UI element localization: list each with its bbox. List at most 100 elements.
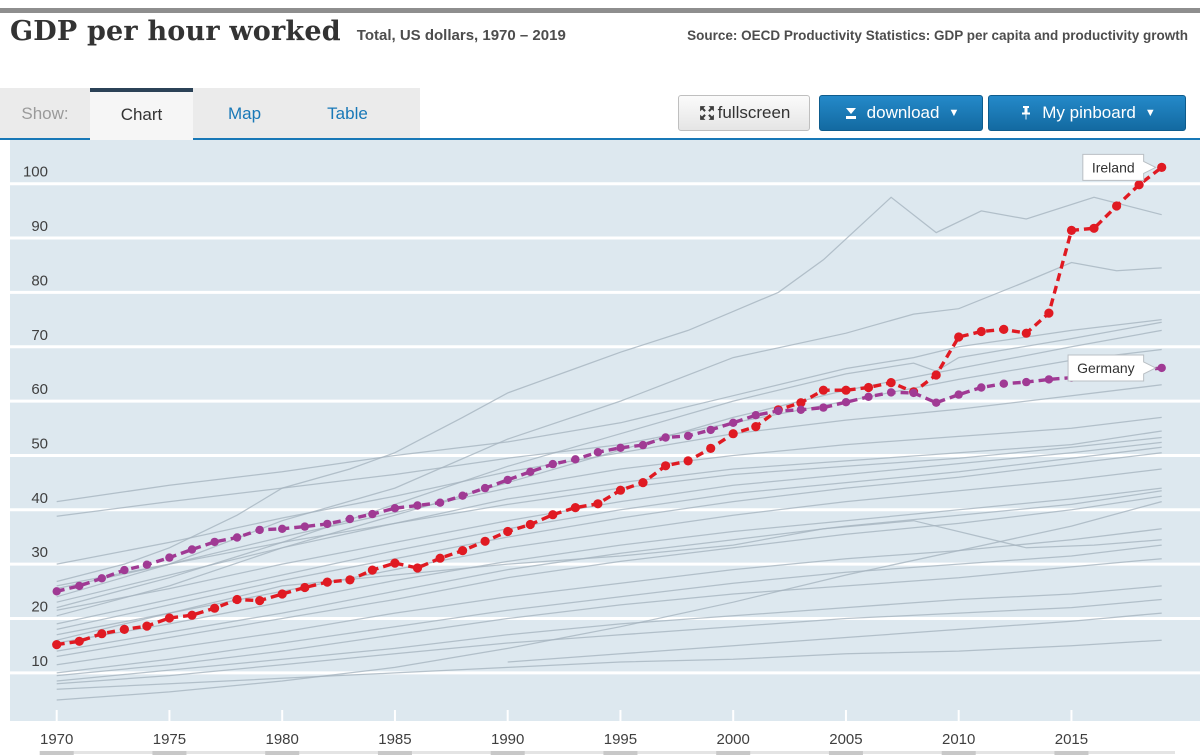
data-point-ireland-1975[interactable]: [164, 613, 174, 623]
fullscreen-button[interactable]: fullscreen: [678, 95, 810, 131]
data-point-ireland-1973[interactable]: [119, 624, 129, 634]
data-point-germany-1994[interactable]: [593, 448, 603, 457]
data-point-germany-2003[interactable]: [796, 405, 806, 414]
data-point-germany-1988[interactable]: [458, 491, 467, 500]
data-point-germany-1995[interactable]: [616, 443, 625, 452]
data-point-ireland-1971[interactable]: [74, 636, 84, 646]
data-point-germany-2019[interactable]: [1157, 363, 1166, 373]
tab-chart[interactable]: Chart: [90, 88, 193, 140]
data-point-germany-2014[interactable]: [1044, 375, 1054, 384]
data-point-ireland-1987[interactable]: [435, 553, 445, 563]
germany-label-callout[interactable]: Germany: [1067, 354, 1157, 382]
data-point-ireland-1992[interactable]: [548, 510, 558, 520]
data-point-ireland-2006[interactable]: [863, 382, 874, 393]
data-point-ireland-2012[interactable]: [999, 324, 1009, 334]
data-point-germany-1972[interactable]: [97, 574, 107, 583]
data-point-ireland-1986[interactable]: [412, 563, 423, 573]
data-point-ireland-2013[interactable]: [1021, 328, 1031, 338]
data-point-ireland-1995[interactable]: [615, 485, 626, 495]
data-point-germany-2006[interactable]: [864, 392, 873, 401]
data-point-ireland-1993[interactable]: [570, 503, 581, 513]
data-point-ireland-2018[interactable]: [1134, 180, 1144, 190]
data-point-ireland-2016[interactable]: [1089, 223, 1099, 233]
data-point-germany-1991[interactable]: [526, 467, 535, 476]
data-point-germany-2013[interactable]: [1022, 377, 1031, 387]
data-point-ireland-2003[interactable]: [796, 398, 806, 408]
data-point-ireland-1998[interactable]: [683, 456, 693, 466]
data-point-ireland-1970[interactable]: [52, 640, 62, 650]
data-point-germany-1974[interactable]: [142, 560, 152, 569]
series-ireland[interactable]: [52, 162, 1167, 650]
data-point-ireland-1988[interactable]: [458, 546, 468, 556]
data-point-ireland-1984[interactable]: [367, 565, 377, 575]
data-point-germany-1976[interactable]: [187, 545, 197, 554]
data-point-germany-2008[interactable]: [909, 388, 918, 398]
data-point-germany-1997[interactable]: [661, 433, 670, 442]
data-point-ireland-2005[interactable]: [841, 385, 851, 395]
data-point-germany-1973[interactable]: [120, 565, 129, 575]
data-point-ireland-1991[interactable]: [525, 519, 535, 530]
my-pinboard-button[interactable]: My pinboard ▼: [988, 95, 1186, 131]
data-point-germany-2010[interactable]: [954, 390, 963, 399]
data-point-ireland-1997[interactable]: [661, 461, 671, 471]
data-point-ireland-1994[interactable]: [593, 499, 603, 509]
data-point-germany-1987[interactable]: [435, 498, 445, 507]
data-point-ireland-2004[interactable]: [818, 385, 829, 395]
data-point-germany-2001[interactable]: [751, 411, 760, 420]
data-point-ireland-1978[interactable]: [232, 594, 242, 605]
data-point-germany-2004[interactable]: [819, 403, 828, 412]
data-point-germany-1993[interactable]: [571, 455, 580, 464]
tab-table[interactable]: Table: [327, 104, 368, 123]
data-point-ireland-1979[interactable]: [255, 596, 265, 606]
data-point-germany-1996[interactable]: [638, 440, 648, 450]
data-point-ireland-2010[interactable]: [954, 332, 964, 342]
data-point-germany-1986[interactable]: [413, 501, 422, 510]
data-point-ireland-2017[interactable]: [1112, 201, 1122, 211]
data-point-germany-1985[interactable]: [390, 504, 400, 513]
chart-plot-area[interactable]: 10 20 30 40 50 60 70 80 90 100 1970 1975 1980 1985 199…: [0, 140, 1200, 755]
data-point-ireland-1996[interactable]: [638, 478, 648, 488]
data-point-ireland-1980[interactable]: [277, 589, 287, 599]
data-point-ireland-1981[interactable]: [300, 582, 310, 593]
download-button[interactable]: download ▼: [819, 95, 983, 131]
data-point-germany-1999[interactable]: [706, 425, 715, 435]
gdp-line-chart[interactable]: 10 20 30 40 50 60 70 80 90 100 1970 1975 1980 1985 199…: [0, 140, 1200, 755]
data-point-germany-1979[interactable]: [255, 525, 264, 535]
data-point-germany-1984[interactable]: [368, 509, 377, 519]
data-point-germany-2007[interactable]: [886, 388, 896, 397]
data-point-ireland-2019[interactable]: [1157, 162, 1167, 172]
data-point-germany-2012[interactable]: [999, 379, 1008, 388]
data-point-ireland-2001[interactable]: [751, 422, 761, 432]
data-point-ireland-1999[interactable]: [706, 443, 716, 453]
data-point-ireland-2007[interactable]: [886, 378, 896, 388]
data-point-germany-1978[interactable]: [232, 533, 242, 542]
data-point-germany-1998[interactable]: [683, 431, 693, 441]
data-point-ireland-2014[interactable]: [1044, 308, 1054, 318]
data-point-ireland-2000[interactable]: [728, 429, 738, 439]
data-point-germany-1982[interactable]: [323, 519, 332, 529]
ireland-label-callout[interactable]: Ireland: [1082, 153, 1157, 181]
data-point-germany-2011[interactable]: [977, 383, 986, 392]
data-point-ireland-1974[interactable]: [142, 621, 152, 631]
data-point-ireland-2009[interactable]: [931, 370, 941, 380]
data-point-ireland-1989[interactable]: [480, 536, 490, 546]
data-point-germany-1992[interactable]: [548, 459, 557, 469]
data-point-ireland-2011[interactable]: [976, 326, 986, 337]
data-point-ireland-1983[interactable]: [345, 575, 355, 585]
series-germany[interactable]: [52, 363, 1166, 596]
data-point-ireland-1972[interactable]: [97, 629, 107, 639]
data-point-germany-1975[interactable]: [165, 553, 174, 562]
data-point-germany-2002[interactable]: [774, 406, 783, 416]
data-point-ireland-1977[interactable]: [210, 603, 220, 613]
data-point-ireland-1982[interactable]: [322, 577, 332, 587]
data-point-germany-1980[interactable]: [278, 524, 287, 533]
data-point-ireland-1985[interactable]: [390, 558, 400, 568]
data-point-germany-2005[interactable]: [841, 398, 851, 407]
data-point-germany-1970[interactable]: [52, 587, 61, 596]
data-point-germany-1971[interactable]: [75, 581, 84, 591]
data-point-germany-1989[interactable]: [480, 483, 490, 493]
data-point-germany-1977[interactable]: [210, 537, 219, 547]
data-point-ireland-1976[interactable]: [187, 610, 197, 620]
data-point-germany-1990[interactable]: [503, 475, 512, 485]
data-point-germany-2009[interactable]: [932, 398, 941, 407]
